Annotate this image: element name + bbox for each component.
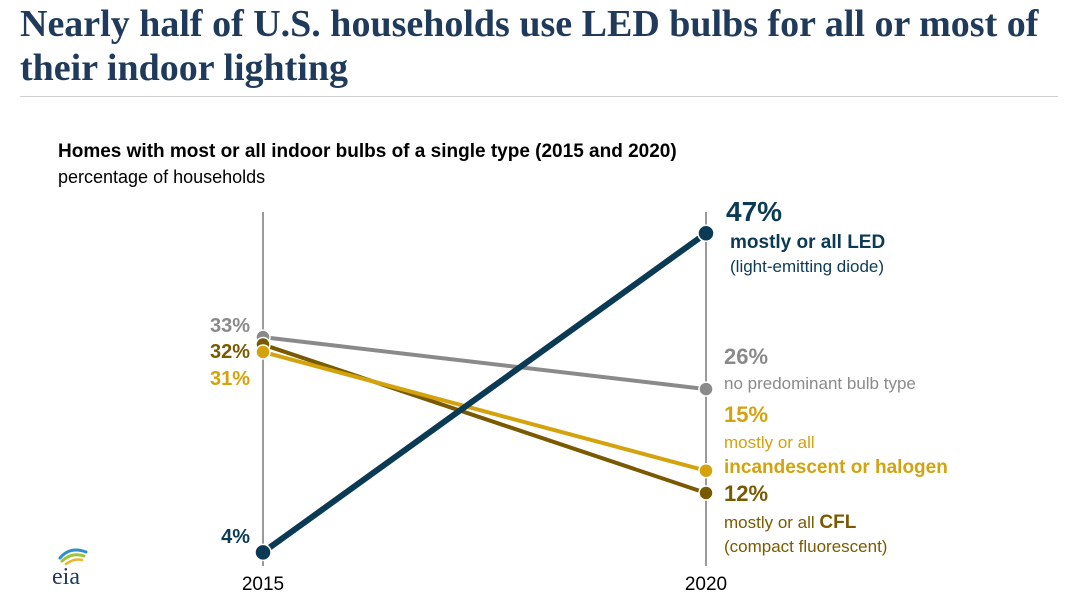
- series-point-start-2: [255, 344, 271, 360]
- series-sublabel-2: mostly or all: [724, 433, 815, 452]
- series-point-start-0: [254, 543, 272, 562]
- series-line-1: [261, 335, 708, 392]
- start-value-label-0: 4%: [221, 526, 250, 548]
- series-sublabel-0: (light-emitting diode): [730, 257, 884, 276]
- series-sublabel-3: (compact fluorescent): [724, 537, 887, 556]
- series-line-3: [261, 342, 708, 495]
- end-value-label-0: 47%: [726, 196, 782, 227]
- series-point-end-3: [698, 485, 714, 501]
- series-label-1: no predominant bulb type: [724, 374, 916, 393]
- start-value-label-3: 32%: [210, 341, 250, 363]
- series-point-end-1: [698, 381, 714, 397]
- series-label-2: incandescent or halogen: [724, 457, 948, 478]
- page-title: Nearly half of U.S. households use LED b…: [20, 3, 1039, 89]
- series-label-0: mostly or all LED: [730, 232, 885, 253]
- x-tick-label-2015: 2015: [242, 574, 284, 595]
- chart-units: percentage of households: [58, 167, 266, 187]
- series-line-2: [261, 349, 708, 473]
- start-value-label-1: 33%: [210, 315, 250, 337]
- eia-logo: eia: [52, 548, 88, 590]
- title-divider: [20, 96, 1058, 97]
- end-value-label-2: 15%: [724, 402, 768, 427]
- eia-logo-text: eia: [52, 564, 80, 590]
- end-value-label-3: 12%: [724, 481, 768, 506]
- chart-title: Homes with most or all indoor bulbs of a…: [58, 141, 677, 162]
- series-point-end-2: [698, 462, 714, 479]
- end-value-label-1: 26%: [724, 344, 768, 369]
- series-point-end-0: [697, 224, 715, 243]
- start-value-label-2: 31%: [210, 368, 250, 390]
- series-label-3: mostly or all CFL: [724, 512, 857, 533]
- x-tick-label-2020: 2020: [685, 574, 727, 595]
- series-line-0: [260, 230, 709, 556]
